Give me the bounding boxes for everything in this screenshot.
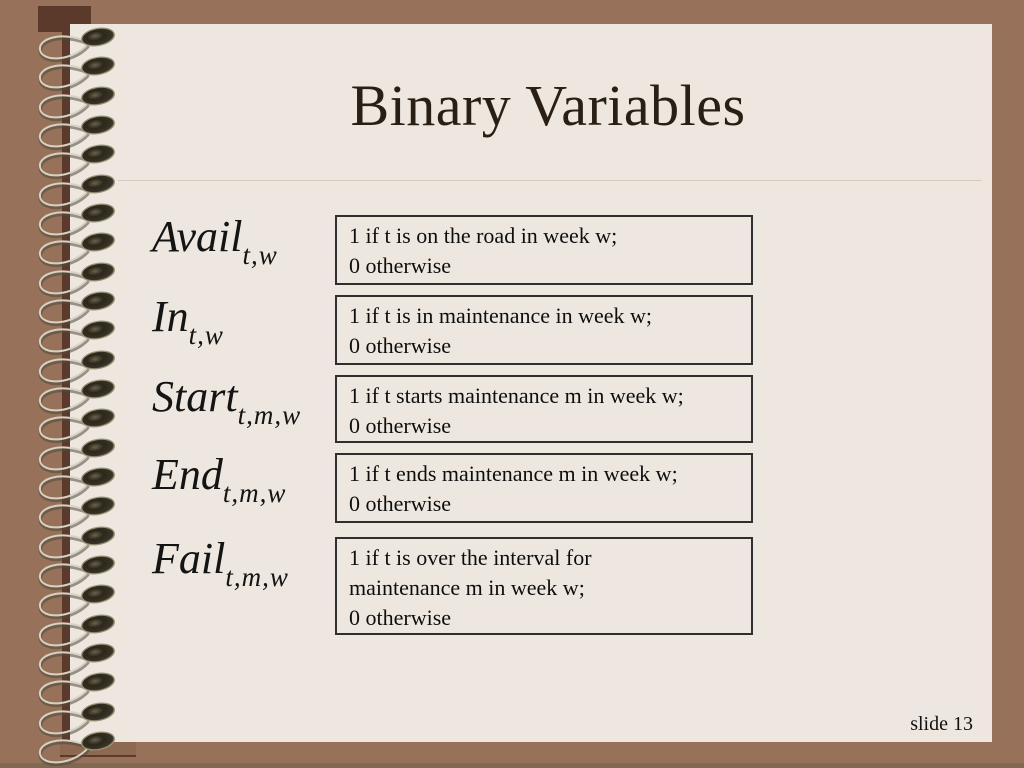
definition-line: 0 otherwise (349, 605, 452, 630)
definition-box-avail: 1 if t is on the road in week w; 0 other… (335, 215, 753, 285)
definition-line: 1 if t starts maintenance m in week w; (349, 383, 684, 408)
definition-line: 1 if t is in maintenance in week w; (349, 303, 653, 328)
definition-box-end: 1 if t ends maintenance m in week w; 0 o… (335, 453, 753, 523)
definition-box-fail: 1 if t is over the interval for maintena… (335, 537, 753, 635)
variable-name-end: Endt,m,w (152, 450, 287, 509)
definition-box-start: 1 if t starts maintenance m in week w; 0… (335, 375, 753, 443)
definition-line: maintenance m in week w; (349, 575, 585, 600)
variable-name-fail: Failt,m,w (152, 534, 289, 593)
variable-name-in: Int,w (152, 292, 224, 351)
definition-line: 1 if t is on the road in week w; (349, 223, 618, 248)
variable-subscript: t,m,w (237, 400, 302, 430)
variable-subscript: t,w (188, 320, 224, 350)
notebook-backing-edge (62, 6, 71, 750)
spiral-binding (38, 24, 118, 766)
slide-canvas: Binary Variables Availt,w 1 if t is on t… (70, 24, 992, 742)
variable-subscript: t,m,w (225, 562, 289, 592)
definition-line: 0 otherwise (349, 491, 452, 516)
definition-line: 0 otherwise (349, 253, 452, 278)
slide-title: Binary Variables (350, 73, 746, 138)
variable-subscript: t,m,w (222, 478, 287, 508)
slide-page-number: slide 13 (910, 713, 973, 735)
definition-line: 0 otherwise (349, 413, 452, 438)
title-divider (118, 180, 982, 181)
definition-line: 1 if t is over the interval for (349, 545, 592, 570)
definition-box-in: 1 if t is in maintenance in week w; 0 ot… (335, 295, 753, 365)
variable-name-avail: Availt,w (152, 212, 278, 271)
bottom-band (0, 763, 1024, 768)
definition-line: 1 if t ends maintenance m in week w; (349, 461, 678, 486)
variable-name-start: Startt,m,w (152, 372, 302, 431)
definition-line: 0 otherwise (349, 333, 452, 358)
variable-subscript: t,w (242, 240, 278, 270)
